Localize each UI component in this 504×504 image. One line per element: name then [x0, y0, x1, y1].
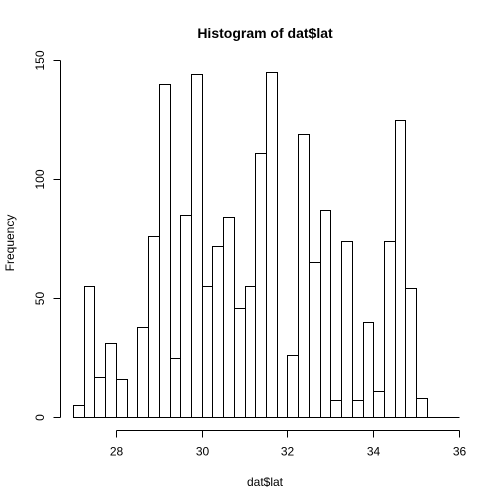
histogram-bar [148, 236, 160, 418]
histogram-bar [287, 355, 299, 418]
histogram-bar [405, 288, 417, 418]
histogram-bar [416, 398, 428, 418]
histogram-bar [384, 241, 396, 418]
histogram-bar [330, 400, 342, 418]
histogram-bar [137, 327, 149, 418]
histogram-bar [395, 120, 406, 418]
y-axis: 0 50 100 150 [33, 50, 61, 421]
histogram-bars [73, 72, 460, 418]
x-tick-label: 32 [281, 445, 295, 459]
x-axis-title: dat$lat [247, 475, 284, 489]
histogram-bar [363, 322, 374, 418]
histogram-bar [191, 74, 203, 418]
chart-title: Histogram of dat$lat [197, 25, 333, 41]
histogram-bar [84, 286, 95, 418]
histogram-bar [73, 405, 85, 418]
x-tick-label: 36 [453, 445, 467, 459]
histogram-bar [352, 400, 364, 418]
histogram-bar [159, 84, 171, 418]
histogram-bar [320, 210, 331, 418]
histogram-bar [170, 358, 181, 418]
histogram-bar [94, 377, 106, 418]
histogram-bar [255, 153, 267, 418]
histogram-bar [266, 72, 278, 418]
histogram-bar [309, 262, 321, 418]
histogram-bar [116, 379, 128, 418]
x-tick-label: 30 [196, 445, 210, 459]
histogram-bar [202, 286, 213, 418]
histogram-bar [341, 241, 353, 418]
histogram-bar [298, 134, 310, 418]
y-tick-label: 150 [33, 50, 47, 70]
histogram-bar [245, 286, 256, 418]
histogram-bar [180, 215, 192, 418]
histogram-bar [105, 343, 117, 418]
histogram-bar [223, 217, 235, 418]
y-tick-label: 100 [33, 169, 47, 189]
x-tick-label: 34 [367, 445, 381, 459]
x-tick-label: 28 [110, 445, 124, 459]
histogram-bar [373, 391, 385, 418]
x-axis: 28 30 32 34 36 [110, 430, 467, 459]
y-tick-label: 0 [33, 414, 47, 421]
y-tick-label: 50 [33, 292, 47, 306]
histogram-bar [212, 246, 224, 418]
histogram-bar [234, 308, 246, 418]
y-axis-title: Frequency [3, 215, 17, 272]
